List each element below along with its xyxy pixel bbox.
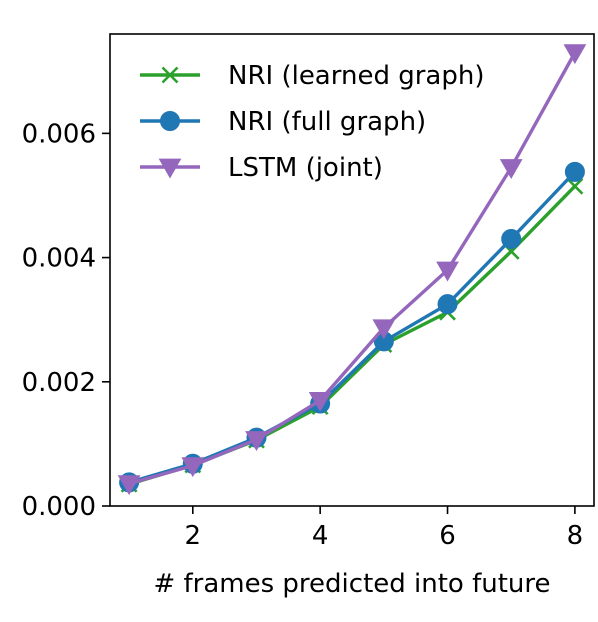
legend-label: LSTM (joint) xyxy=(228,153,383,183)
legend-item: LSTM (joint) xyxy=(140,153,383,183)
plot-frame xyxy=(109,33,595,507)
data-point xyxy=(563,44,587,65)
y-tick-label: 0.004 xyxy=(22,244,96,274)
legend-item: NRI (learned graph) xyxy=(140,61,484,91)
data-point xyxy=(117,475,141,496)
series-0 xyxy=(120,177,584,493)
series-2 xyxy=(117,44,587,496)
legend-item: NRI (full graph) xyxy=(140,107,426,137)
series-line xyxy=(128,51,577,486)
legend-label: NRI (learned graph) xyxy=(228,61,484,91)
legend: NRI (learned graph) NRI (full graph) LSTM … xyxy=(140,61,484,183)
y-tick-label: 0.006 xyxy=(22,119,96,149)
ticks-layer: 2 4 6 8 0.000 0.002 0.004 0.006 xyxy=(22,119,584,551)
legend-label: NRI (full graph) xyxy=(228,107,426,137)
data-point xyxy=(308,392,332,412)
y-tick-label: 0.000 xyxy=(22,492,96,522)
data-point xyxy=(436,261,459,282)
legend-marker xyxy=(158,158,182,179)
data-point xyxy=(437,294,458,315)
legend-marker xyxy=(160,111,180,131)
data-point xyxy=(372,319,396,340)
x-tick-label: 8 xyxy=(567,521,584,551)
x-tick-label: 2 xyxy=(185,521,202,551)
data-point xyxy=(245,431,268,452)
x-axis-label: # frames predicted into future xyxy=(153,569,550,599)
data-point xyxy=(499,159,523,180)
series-line xyxy=(128,170,577,485)
data-point xyxy=(566,177,584,195)
data-point xyxy=(181,457,205,478)
data-point xyxy=(564,161,585,182)
y-tick-label: 0.002 xyxy=(22,368,96,398)
series-layer xyxy=(117,44,587,496)
data-point xyxy=(501,228,522,249)
series-1 xyxy=(119,161,585,493)
legend-marker xyxy=(161,66,179,84)
x-tick-label: 6 xyxy=(439,521,456,551)
x-tick-label: 4 xyxy=(312,521,329,551)
